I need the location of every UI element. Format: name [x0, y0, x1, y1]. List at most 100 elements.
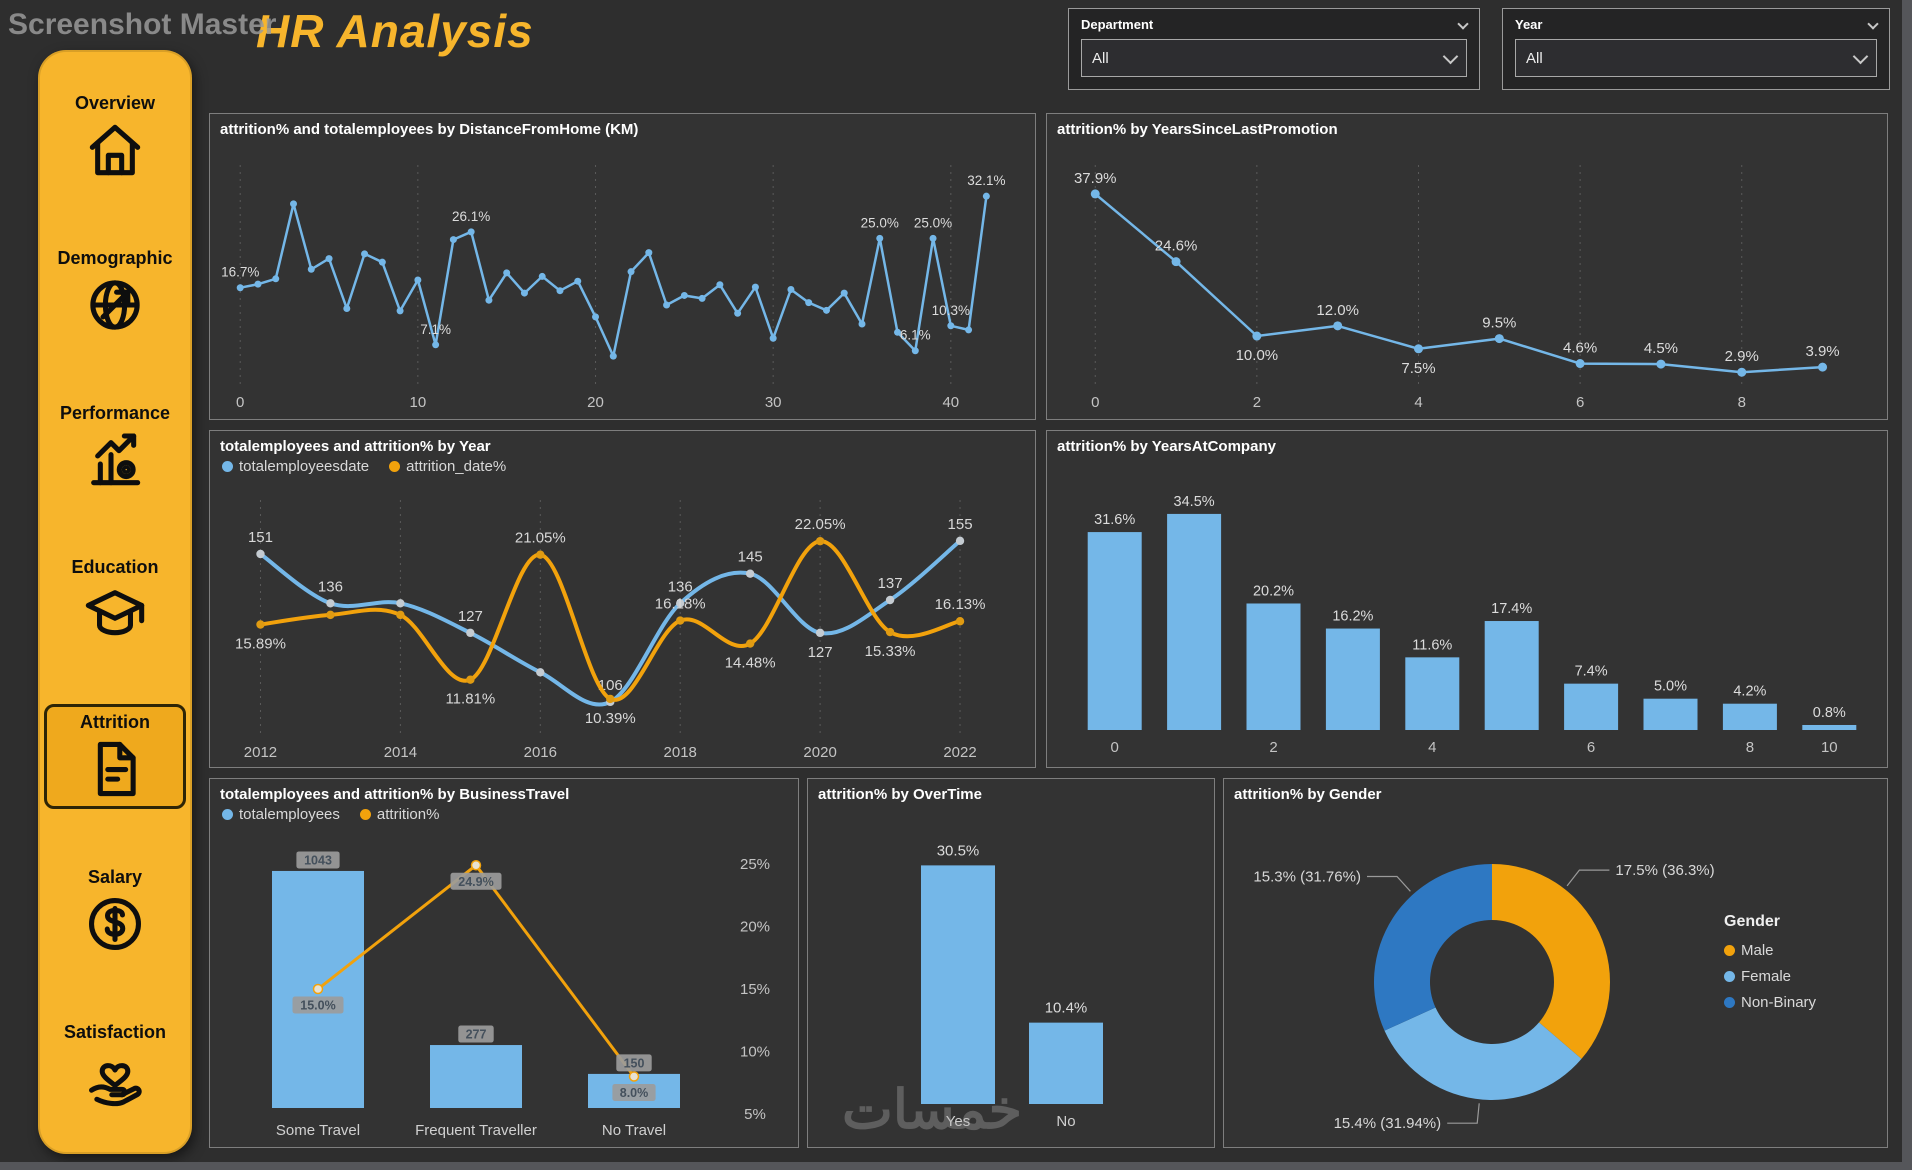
travel-chart-legend: totalemployees attrition%	[210, 804, 798, 826]
graduation-cap-icon	[83, 582, 147, 646]
year-filter: Year All	[1502, 8, 1890, 90]
svg-text:0: 0	[1111, 739, 1119, 756]
svg-text:No Travel: No Travel	[602, 1122, 666, 1139]
screenshot-watermark: Screenshot Master	[8, 8, 277, 41]
sidebar-item-attrition[interactable]: Attrition	[44, 704, 186, 810]
chevron-down-icon	[1852, 48, 1869, 64]
page-title: HR Analysis	[256, 5, 534, 57]
legend-item-male[interactable]: Male	[1724, 942, 1816, 959]
svg-text:40: 40	[942, 394, 959, 411]
gender-legend: Gender Male Female Non-Binary	[1724, 913, 1816, 1011]
svg-text:4.5%: 4.5%	[1644, 340, 1678, 357]
svg-text:277: 277	[466, 1028, 487, 1042]
panel-overtime-chart: attrition% by OverTime 30.5% Yes 10.4% No	[807, 778, 1215, 1148]
svg-text:106: 106	[598, 677, 623, 694]
svg-text:26.1%: 26.1%	[452, 209, 490, 224]
svg-text:4.2%: 4.2%	[1733, 684, 1766, 700]
svg-text:155: 155	[948, 516, 973, 533]
svg-text:6: 6	[1576, 394, 1584, 411]
svg-text:9.5%: 9.5%	[1482, 315, 1516, 332]
home-icon	[83, 118, 147, 182]
svg-text:3.9%: 3.9%	[1805, 343, 1839, 360]
overtime-bar-chart[interactable]: 30.5% Yes 10.4% No	[808, 804, 1214, 1146]
svg-text:15.89%: 15.89%	[235, 635, 286, 652]
tenure-bar-chart[interactable]: 31.6% 34.5% 20.2% 16.2% 11.6% 17.4% 7.4% 5.0% 4.…	[1047, 456, 1887, 764]
legend-dot	[222, 460, 233, 472]
sidebar-item-performance[interactable]: Performance	[47, 395, 183, 500]
svg-text:8.0%: 8.0%	[620, 1086, 649, 1100]
performance-chart-icon	[83, 428, 147, 492]
department-filter-label: Department	[1081, 17, 1154, 32]
chart-title-promotion: attrition% by YearsSinceLastPromotion	[1057, 121, 1338, 138]
travel-bar-line-chart[interactable]: 1043 277 150 15.0% 24.9% 8.0% 25% 20% 15% 10% 5% So…	[210, 826, 798, 1146]
panel-travel-chart: totalemployees and attrition% by Busines…	[209, 778, 799, 1148]
svg-text:2018: 2018	[664, 744, 697, 761]
svg-text:150: 150	[624, 1056, 645, 1070]
svg-text:Some Travel: Some Travel	[276, 1122, 360, 1139]
document-icon	[83, 737, 147, 801]
svg-text:10.4%: 10.4%	[1045, 1000, 1088, 1017]
sidebar-item-salary[interactable]: Salary	[47, 859, 183, 964]
svg-text:25.0%: 25.0%	[914, 215, 952, 230]
svg-text:16.2%: 16.2%	[1332, 609, 1373, 625]
svg-text:5%: 5%	[744, 1106, 766, 1123]
legend-item-attrition-date[interactable]: attrition_date%	[389, 458, 506, 475]
svg-text:Yes: Yes	[946, 1113, 970, 1130]
svg-text:151: 151	[248, 529, 273, 546]
svg-text:137: 137	[878, 575, 903, 592]
gender-donut-chart[interactable]: 17.5% (36.3%) 15.4% (31.94%) 15.3% (31.76%…	[1224, 804, 1887, 1146]
year-select[interactable]: All	[1515, 39, 1877, 77]
globe-arrow-icon	[83, 273, 147, 337]
sidebar-nav: Overview Demographic Performance Educati…	[38, 50, 192, 1154]
svg-text:15.33%: 15.33%	[865, 643, 916, 660]
svg-text:25%: 25%	[740, 856, 770, 873]
svg-text:5.0%: 5.0%	[1654, 679, 1687, 695]
svg-text:145: 145	[738, 549, 763, 566]
svg-text:24.9%: 24.9%	[458, 875, 493, 889]
svg-text:10%: 10%	[740, 1044, 770, 1061]
chart-title-tenure: attrition% by YearsAtCompany	[1057, 438, 1276, 455]
department-select[interactable]: All	[1081, 39, 1467, 77]
legend-dot	[1724, 997, 1735, 1008]
svg-text:15%: 15%	[740, 981, 770, 998]
panel-gender-chart: attrition% by Gender 17.5% (36.3%) 15.4% …	[1223, 778, 1888, 1148]
svg-text:7.1%: 7.1%	[420, 322, 451, 337]
sidebar-item-demographic[interactable]: Demographic	[47, 240, 183, 345]
svg-text:10: 10	[410, 394, 427, 411]
svg-text:30: 30	[765, 394, 782, 411]
svg-text:2020: 2020	[803, 744, 836, 761]
legend-dot	[1724, 971, 1735, 982]
distance-line-chart[interactable]: 0 10 20 30 40 16.7% 7.1% 26.1% 25.0% 6.1% 25.0% 10.…	[210, 139, 1035, 415]
svg-text:16.13%: 16.13%	[935, 596, 986, 613]
svg-text:7.5%: 7.5%	[1401, 360, 1435, 377]
legend-item-totalemployees[interactable]: totalemployees	[222, 806, 340, 823]
sidebar-item-satisfaction[interactable]: Satisfaction	[47, 1014, 183, 1119]
svg-text:127: 127	[458, 608, 483, 625]
svg-text:14.48%: 14.48%	[725, 655, 776, 672]
sidebar-item-overview[interactable]: Overview	[47, 85, 183, 190]
svg-text:25.0%: 25.0%	[861, 215, 899, 230]
year-dual-line-chart[interactable]: 2012 2014 2016 2018 2020 20221511361271061361…	[210, 478, 1035, 764]
chevron-down-icon[interactable]	[1867, 17, 1879, 30]
hand-heart-icon	[83, 1047, 147, 1111]
panel-tenure-chart: attrition% by YearsAtCompany 31.6% 34.5% 2…	[1046, 430, 1888, 768]
svg-text:2012: 2012	[244, 744, 277, 761]
chevron-down-icon[interactable]	[1457, 17, 1469, 30]
svg-text:17.5% (36.3%): 17.5% (36.3%)	[1615, 862, 1714, 879]
year-chart-legend: totalemployeesdate attrition_date%	[210, 456, 1035, 478]
promotion-line-chart[interactable]: 0 2 4 6 8 37.9% 24.6% 10.0% 12.0% 7.5% 9.5% 4.6% 4.5…	[1047, 139, 1887, 415]
svg-text:11.81%: 11.81%	[445, 691, 495, 708]
svg-text:15.3% (31.76%): 15.3% (31.76%)	[1253, 868, 1361, 885]
legend-item-female[interactable]: Female	[1724, 968, 1816, 985]
panel-year-chart: totalemployees and attrition% by Year to…	[209, 430, 1036, 768]
svg-text:136: 136	[318, 578, 343, 595]
legend-dot	[389, 460, 401, 472]
legend-item-attrition-pct[interactable]: attrition%	[359, 806, 439, 823]
svg-text:34.5%: 34.5%	[1174, 494, 1215, 510]
sidebar-item-education[interactable]: Education	[47, 549, 183, 654]
year-select-value: All	[1526, 49, 1543, 67]
svg-text:127: 127	[808, 644, 833, 661]
legend-item-non-binary[interactable]: Non-Binary	[1724, 994, 1816, 1011]
legend-item-totalemployeesdate[interactable]: totalemployeesdate	[222, 458, 369, 475]
